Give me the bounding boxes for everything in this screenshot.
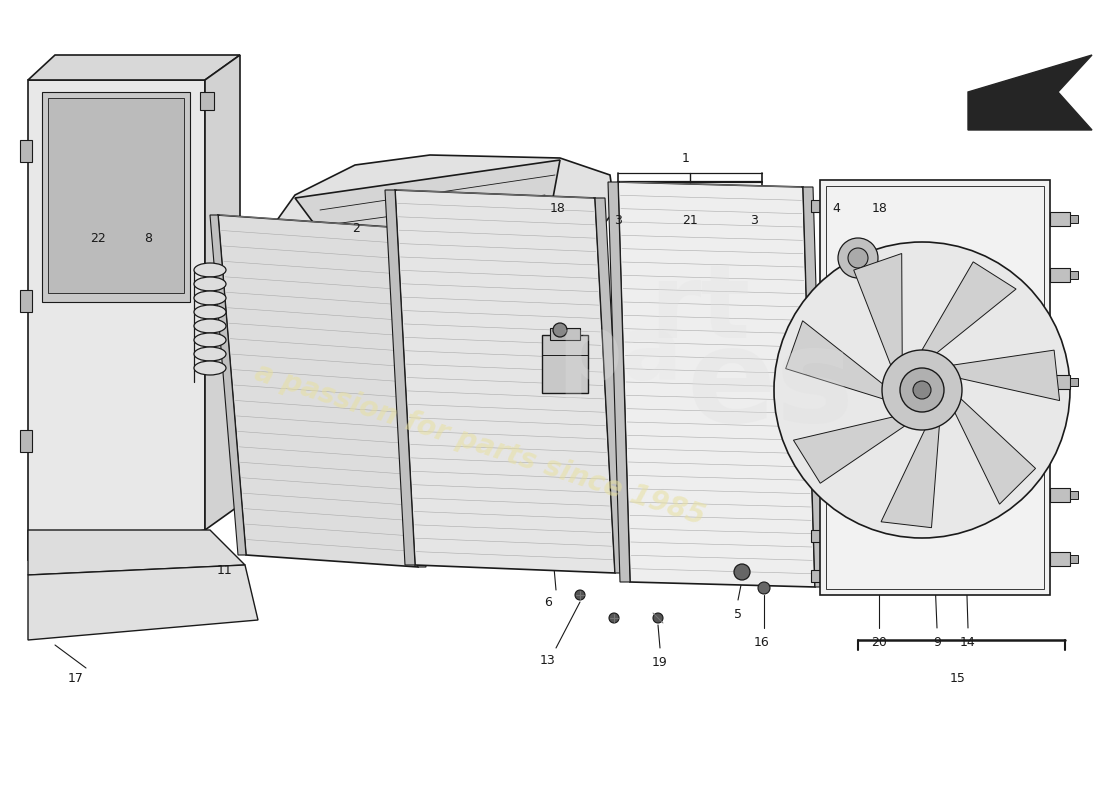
Bar — [1050, 375, 1070, 389]
Polygon shape — [881, 426, 939, 528]
Text: 22: 22 — [90, 231, 106, 245]
Bar — [1070, 555, 1078, 563]
Text: 1: 1 — [682, 151, 690, 165]
Polygon shape — [955, 399, 1035, 504]
Bar — [42, 92, 190, 302]
Bar — [48, 98, 184, 293]
Circle shape — [734, 564, 750, 580]
Circle shape — [913, 381, 931, 399]
Text: 19: 19 — [652, 655, 668, 669]
Text: 2: 2 — [352, 222, 360, 234]
Text: Maserati: Maserati — [408, 206, 452, 214]
Polygon shape — [395, 190, 615, 573]
Bar — [1050, 212, 1070, 226]
Bar — [1070, 271, 1078, 279]
Polygon shape — [954, 350, 1059, 401]
Polygon shape — [854, 254, 902, 365]
Bar — [820, 180, 1050, 595]
Polygon shape — [785, 321, 883, 399]
Bar — [1050, 488, 1070, 502]
Text: a passion for parts since 1985: a passion for parts since 1985 — [251, 358, 708, 531]
Text: 3: 3 — [750, 214, 758, 226]
Bar — [826, 186, 1044, 589]
Text: 20: 20 — [871, 635, 887, 649]
Circle shape — [553, 323, 566, 337]
Text: ✦: ✦ — [426, 191, 434, 201]
Polygon shape — [210, 215, 246, 555]
Ellipse shape — [194, 347, 226, 361]
Text: 21: 21 — [682, 214, 697, 226]
Bar — [811, 200, 827, 212]
Circle shape — [882, 350, 962, 430]
Polygon shape — [793, 417, 904, 483]
Polygon shape — [28, 530, 245, 575]
Circle shape — [758, 582, 770, 594]
Ellipse shape — [194, 333, 226, 347]
Polygon shape — [618, 182, 815, 587]
Bar — [1070, 215, 1078, 223]
Text: 6: 6 — [544, 595, 552, 609]
Polygon shape — [968, 55, 1092, 130]
Ellipse shape — [194, 291, 226, 305]
Bar — [20, 430, 32, 452]
Bar — [20, 140, 32, 162]
Bar — [1050, 268, 1070, 282]
Polygon shape — [922, 262, 1016, 353]
Polygon shape — [28, 565, 258, 640]
Polygon shape — [595, 198, 625, 573]
Text: 13: 13 — [540, 654, 556, 666]
Text: rt: rt — [649, 259, 750, 361]
Text: 11: 11 — [217, 563, 233, 577]
Bar — [811, 310, 827, 322]
Text: 17: 17 — [68, 671, 84, 685]
Text: 18: 18 — [550, 202, 565, 214]
Polygon shape — [385, 190, 415, 565]
Bar — [811, 570, 827, 582]
Text: 5: 5 — [734, 607, 742, 621]
Circle shape — [848, 248, 868, 268]
Text: 18: 18 — [872, 202, 888, 214]
Bar — [542, 335, 588, 393]
Bar — [20, 290, 32, 312]
Ellipse shape — [194, 319, 226, 333]
Circle shape — [575, 590, 585, 600]
Text: 16: 16 — [755, 635, 770, 649]
Polygon shape — [28, 55, 240, 80]
Bar — [811, 530, 827, 542]
Text: 9: 9 — [933, 635, 940, 649]
Circle shape — [900, 368, 944, 412]
Ellipse shape — [194, 263, 226, 277]
Circle shape — [609, 613, 619, 623]
Polygon shape — [270, 155, 615, 272]
Text: 14: 14 — [960, 635, 976, 649]
Polygon shape — [218, 215, 418, 567]
Polygon shape — [390, 227, 426, 567]
Bar — [1050, 552, 1070, 566]
Polygon shape — [803, 187, 825, 587]
Text: 3: 3 — [614, 214, 622, 226]
Text: 15: 15 — [950, 671, 966, 685]
Polygon shape — [28, 80, 205, 560]
Bar — [200, 92, 214, 110]
Bar — [550, 328, 580, 340]
Text: 4: 4 — [832, 202, 840, 214]
Bar — [1070, 491, 1078, 499]
Ellipse shape — [194, 305, 226, 319]
Text: Maserati: Maserati — [414, 219, 447, 229]
Text: 8: 8 — [144, 231, 152, 245]
Polygon shape — [295, 160, 560, 272]
Circle shape — [838, 238, 878, 278]
Polygon shape — [608, 182, 630, 582]
Bar — [1070, 378, 1078, 386]
Circle shape — [774, 242, 1070, 538]
Circle shape — [653, 613, 663, 623]
Ellipse shape — [194, 277, 226, 291]
Polygon shape — [205, 55, 240, 530]
Text: pa: pa — [558, 311, 683, 399]
Text: es: es — [686, 322, 854, 449]
Ellipse shape — [194, 361, 226, 375]
